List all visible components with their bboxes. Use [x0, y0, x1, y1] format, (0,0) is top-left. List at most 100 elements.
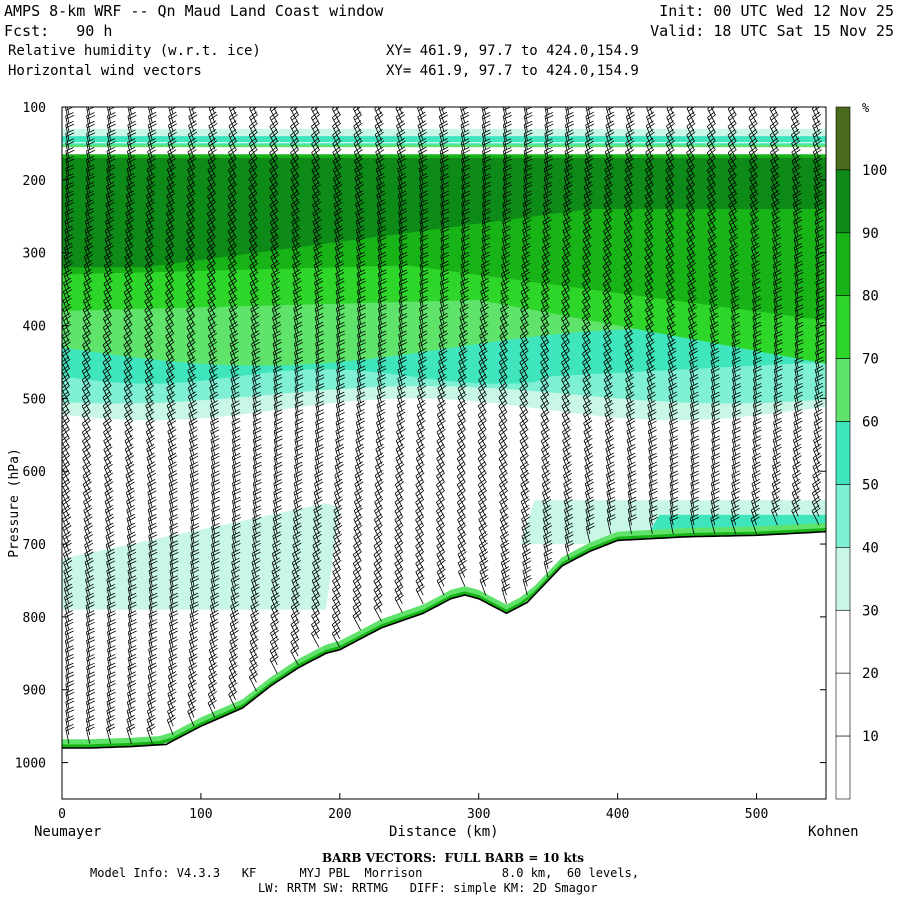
init-time: Init: 00 UTC Wed 12 Nov 25 — [659, 2, 894, 20]
wind-barb — [187, 382, 197, 403]
wind-barb — [311, 618, 321, 639]
wind-barb — [107, 627, 116, 648]
x-endpoint-left: Neumayer — [34, 824, 102, 840]
wind-barb — [144, 321, 154, 342]
wind-barb — [332, 120, 342, 141]
wind-barb — [252, 461, 262, 482]
wind-barb — [82, 303, 92, 325]
wind-barb — [103, 277, 113, 299]
wind-barb — [105, 216, 115, 237]
wind-barb — [144, 365, 154, 386]
wind-barb — [311, 164, 321, 185]
wind-barb — [248, 207, 258, 229]
x-tick-label: 100 — [189, 807, 212, 822]
wind-barb — [146, 164, 156, 185]
colorbar-segment — [835, 609, 851, 674]
colorbar-label: 30 — [862, 603, 879, 619]
wind-barb — [248, 225, 258, 246]
wind-barb — [248, 137, 258, 159]
wind-barb — [290, 198, 300, 220]
valid-time: Valid: 18 UTC Sat 15 Nov 25 — [650, 22, 894, 40]
wind-barb — [167, 697, 177, 718]
colorbar-segment — [835, 295, 851, 359]
wind-barb — [249, 653, 259, 674]
wind-barb — [127, 610, 137, 631]
wind-barb — [332, 129, 342, 150]
wind-barb — [585, 107, 595, 124]
wind-barb — [166, 181, 176, 202]
wind-barb — [269, 636, 279, 657]
wind-barb — [291, 233, 301, 255]
rh-surface-layer — [62, 522, 826, 748]
wind-barb — [103, 268, 113, 290]
wind-barb — [227, 216, 237, 237]
wind-barb — [106, 723, 116, 744]
wind-barb — [207, 137, 218, 159]
wind-barb — [165, 207, 175, 229]
colorbar-label: 60 — [862, 415, 879, 431]
wind-barb — [62, 522, 72, 543]
wind-barb — [81, 408, 91, 430]
physics-info: LW: RRTM SW: RRTMG DIFF: simple KM: 2D S… — [258, 881, 598, 895]
wind-barb — [165, 356, 175, 377]
colorbar-segment — [835, 106, 851, 171]
wind-barb — [145, 216, 155, 237]
wind-barb — [148, 653, 158, 674]
wind-barb — [103, 260, 114, 281]
wind-barb — [166, 400, 176, 421]
wind-barb — [82, 347, 92, 368]
wind-barb — [186, 172, 196, 194]
wind-barb — [290, 190, 300, 211]
wind-barb — [166, 382, 176, 403]
wind-barb — [169, 610, 179, 631]
wind-barb — [227, 242, 237, 264]
wind-barb — [206, 242, 216, 264]
wind-barb — [269, 107, 278, 124]
wind-barb — [165, 233, 175, 255]
wind-barb — [83, 277, 93, 298]
wind-barb — [290, 618, 300, 639]
wind-barb — [207, 181, 217, 202]
wind-barb — [290, 181, 300, 202]
wind-barb — [189, 610, 199, 631]
wind-barb — [731, 435, 741, 456]
wind-barb — [227, 155, 238, 176]
y-tick-label: 900 — [23, 684, 46, 699]
wind-barb — [270, 601, 280, 622]
wind-barb — [313, 513, 323, 534]
wind-barb — [291, 251, 302, 272]
wind-barb — [752, 417, 762, 438]
wind-barb — [436, 574, 446, 596]
wind-barb — [186, 347, 196, 368]
wind-barb — [273, 426, 283, 447]
wind-barb — [167, 137, 177, 159]
wind-barb — [186, 198, 196, 220]
wind-barb — [165, 303, 175, 325]
wind-barb — [103, 452, 113, 473]
wind-barb — [269, 198, 279, 220]
wind-barb — [208, 644, 219, 666]
wind-barb — [232, 470, 242, 491]
wind-barb — [752, 426, 762, 447]
wind-barb — [82, 478, 92, 500]
wind-barb — [82, 443, 92, 465]
wind-barb — [290, 164, 300, 185]
wind-barb — [165, 330, 175, 351]
y-tick-label: 600 — [23, 465, 46, 480]
wind-barb — [123, 347, 133, 368]
wind-barb — [123, 286, 133, 307]
wind-barb — [415, 583, 425, 604]
wind-barb — [270, 233, 280, 255]
wind-barb — [269, 172, 279, 194]
wind-barb — [249, 636, 259, 657]
wind-barb — [103, 295, 113, 316]
wind-barb — [270, 268, 280, 290]
plot-title: AMPS 8-km WRF -- Qn Maud Land Coast wind… — [4, 2, 384, 20]
wind-barb — [314, 435, 324, 456]
colorbar-label: 70 — [862, 352, 879, 368]
wind-barb — [187, 679, 197, 701]
wind-barb — [248, 120, 258, 141]
wind-barb — [167, 146, 177, 167]
wind-barb — [291, 574, 301, 596]
